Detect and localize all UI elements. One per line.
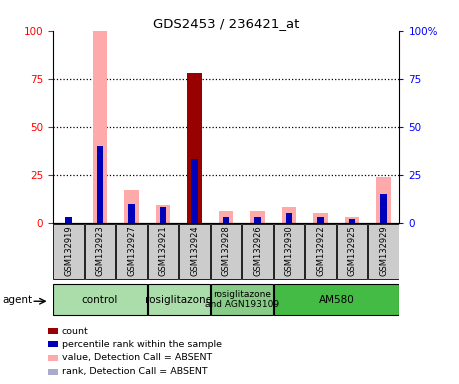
Bar [48,354,58,361]
Bar [381,194,387,223]
Text: rosiglitazone
and AGN193109: rosiglitazone and AGN193109 [205,290,279,309]
Text: GSM132925: GSM132925 [347,225,357,276]
Bar [148,224,178,279]
Text: GSM132930: GSM132930 [285,225,294,276]
Text: count: count [62,327,89,336]
Title: GDS2453 / 236421_at: GDS2453 / 236421_at [153,17,299,30]
Bar [53,284,147,315]
Bar [48,369,58,375]
Bar [48,328,58,334]
Bar [274,284,399,315]
Bar [349,219,355,223]
Bar [187,73,202,223]
Text: agent: agent [2,295,33,305]
Bar [254,217,261,223]
Bar [85,224,115,279]
Bar [160,207,166,223]
Bar [211,224,241,279]
Bar [117,224,147,279]
Bar [223,217,229,223]
Bar [381,194,387,223]
Bar [211,284,273,315]
Text: percentile rank within the sample: percentile rank within the sample [62,340,222,349]
Text: GSM132929: GSM132929 [379,225,388,276]
Bar [179,224,210,279]
Text: GSM132927: GSM132927 [127,225,136,276]
Bar [318,217,324,223]
Bar [313,213,328,223]
Text: value, Detection Call = ABSENT: value, Detection Call = ABSENT [62,353,212,362]
Text: GSM132919: GSM132919 [64,225,73,276]
Bar [242,224,273,279]
Bar [53,224,84,279]
Bar [65,217,72,223]
Bar [345,217,359,223]
Bar [251,211,265,223]
Bar [124,190,139,223]
Bar [48,341,58,348]
Text: control: control [82,295,118,305]
Bar [160,207,166,223]
Bar [305,224,336,279]
Bar [148,284,210,315]
Bar [223,217,229,223]
Bar [191,159,198,223]
Bar [274,224,304,279]
Bar [318,217,324,223]
Bar [129,204,134,223]
Bar [286,213,292,223]
Text: rosiglitazone: rosiglitazone [146,295,213,305]
Bar [376,177,391,223]
Bar [254,217,261,223]
Bar [286,213,292,223]
Text: GSM132924: GSM132924 [190,225,199,276]
Text: AM580: AM580 [319,295,354,305]
Bar [129,204,134,223]
Text: GSM132928: GSM132928 [222,225,230,276]
Text: GSM132923: GSM132923 [95,225,105,276]
Bar [93,31,107,223]
Bar [65,217,72,223]
Bar [282,207,296,223]
Text: rank, Detection Call = ABSENT: rank, Detection Call = ABSENT [62,367,207,376]
Bar [369,224,399,279]
Text: GSM132921: GSM132921 [158,225,168,276]
Bar [219,211,233,223]
Bar [337,224,367,279]
Bar [156,205,170,223]
Text: GSM132922: GSM132922 [316,225,325,276]
Bar [349,219,355,223]
Bar [97,146,103,223]
Text: GSM132926: GSM132926 [253,225,262,276]
